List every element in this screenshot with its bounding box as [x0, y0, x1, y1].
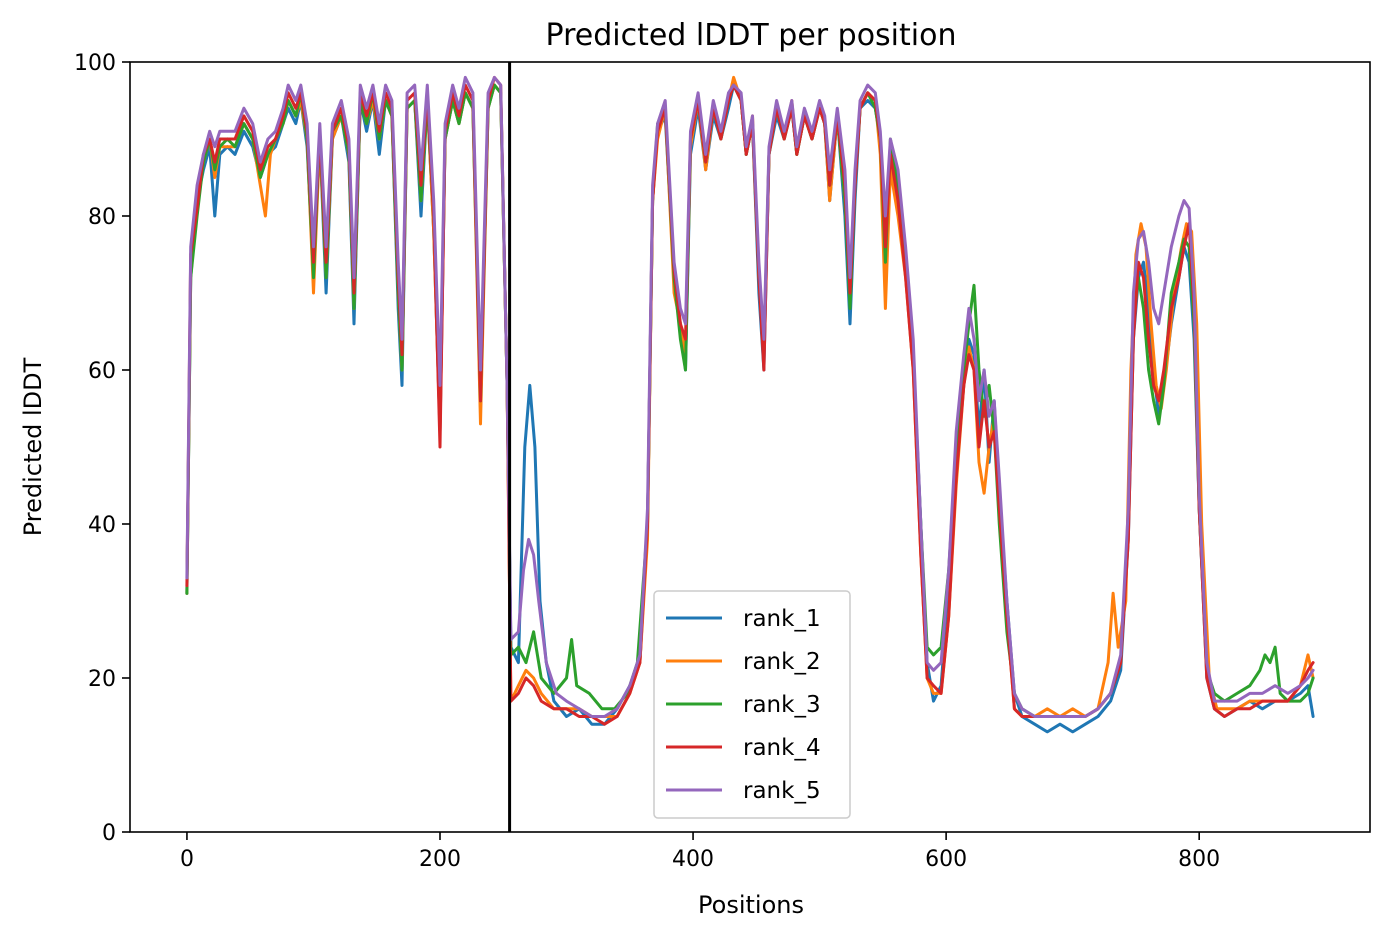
- legend-box: [653, 590, 851, 819]
- x-tick-label: 800: [1178, 847, 1220, 872]
- chart-title: Predicted lDDT per position: [546, 18, 957, 53]
- legend-label: rank_4: [743, 735, 821, 761]
- x-tick-label: 200: [419, 847, 461, 872]
- x-tick-label: 400: [672, 847, 714, 872]
- legend-label: rank_2: [743, 649, 821, 675]
- y-tick-label: 20: [88, 667, 116, 692]
- x-tick-label: 600: [925, 847, 967, 872]
- y-tick-label: 40: [88, 513, 116, 538]
- plot-area: [129, 61, 1371, 833]
- legend-label: rank_1: [743, 606, 821, 632]
- x-axis-label: Positions: [698, 891, 804, 919]
- series-layer: [185, 75, 1315, 734]
- legend-label: rank_3: [743, 692, 821, 718]
- y-axis-label: Predicted lDDT: [19, 357, 47, 536]
- legend-label: rank_5: [743, 778, 821, 804]
- x-axis: 0 200 400 600 800: [180, 832, 1220, 872]
- y-tick-label: 100: [74, 51, 116, 76]
- series-line-rank-5: [185, 75, 1315, 718]
- y-tick-label: 60: [88, 359, 116, 384]
- y-tick-label: 0: [102, 821, 116, 846]
- y-axis: 0 20 40 60 80 100: [74, 51, 130, 846]
- plot-frame: [129, 61, 1371, 833]
- legend: rank_1 rank_2 rank_3 rank_4 rank_5: [653, 590, 851, 819]
- x-tick-label: 0: [180, 847, 194, 872]
- y-tick-label: 80: [88, 205, 116, 230]
